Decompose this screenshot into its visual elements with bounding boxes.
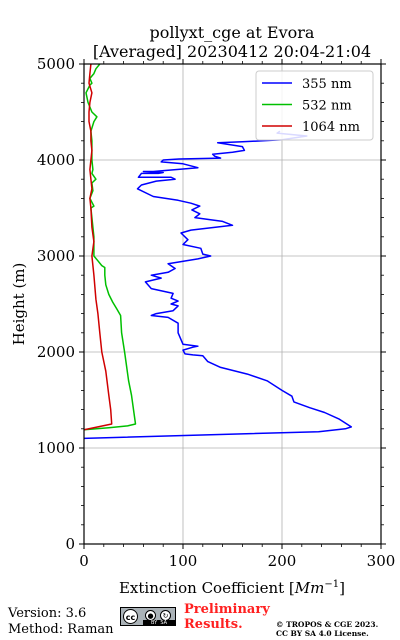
chart-subtitle: [Averaged] 20230412 20:04-21:04 [93, 42, 371, 61]
y-tick-label: 0 [65, 535, 75, 553]
method-text: Method: Raman [8, 622, 114, 637]
x-axis-label-text: Extinction Coefficient [ [119, 579, 295, 597]
legend-label-1064-nm: 1064 nm [302, 120, 360, 135]
y-tick-label: 1000 [37, 439, 75, 457]
y-tick-label: 5000 [37, 55, 75, 73]
version-text: Version: 3.6 [8, 606, 87, 621]
x-tick-label: 0 [79, 552, 89, 570]
chart-title: pollyxt_cge at Evora [150, 23, 315, 42]
plot-frame [83, 63, 382, 545]
preliminary-results-note: Preliminary Results. [184, 602, 270, 632]
cc-license-badge: cc ● ↻ BY SA [120, 607, 176, 626]
x-axis-label-unit: Mm [294, 579, 325, 597]
extinction-profile-chart: pollyxt_cge at Evora [Averaged] 20230412… [10, 23, 396, 597]
copyright-note: © TROPOS & CGE 2023. CC BY SA 4.0 Licens… [276, 620, 378, 638]
preliminary-line-1: Preliminary [184, 602, 270, 617]
x-axis-label: Extinction Coefficient [Mm−1] [119, 579, 345, 597]
y-tick-label: 2000 [37, 343, 75, 361]
legend-box [255, 70, 374, 141]
x-tick-label: 200 [268, 552, 297, 570]
copyright-line-2: CC BY SA 4.0 License. [276, 629, 369, 638]
legend-label-355-nm: 355 nm [302, 77, 352, 92]
series-line-1064-nm [84, 64, 113, 431]
y-tick-label: 4000 [37, 151, 75, 169]
y-axis-label: Height (m) [10, 263, 28, 346]
x-axis-label-exponent: −1 [324, 579, 339, 590]
y-tick-label: 3000 [37, 247, 75, 265]
x-axis-label-end: ] [339, 579, 345, 597]
by-text: BY [150, 620, 158, 626]
by-sa-label: BY SA [143, 620, 175, 626]
preliminary-line-2: Results. [184, 617, 243, 632]
series-line-355-nm [84, 130, 353, 440]
axis-ticks [79, 59, 386, 549]
legend: 355 nm 532 nm 1064 nm [255, 70, 374, 141]
series-layer [84, 64, 353, 440]
footer-info: Version: 3.6 Method: Raman [8, 606, 114, 638]
grid-lines [84, 64, 381, 544]
cc-icon: cc [123, 609, 138, 624]
x-tick-label: 300 [367, 552, 396, 570]
sa-text: SA [160, 620, 168, 626]
x-tick-label: 100 [169, 552, 198, 570]
legend-label-532-nm: 532 nm [302, 99, 352, 114]
series-line-532-nm [84, 64, 137, 431]
copyright-line-1: © TROPOS & CGE 2023. [276, 620, 379, 629]
